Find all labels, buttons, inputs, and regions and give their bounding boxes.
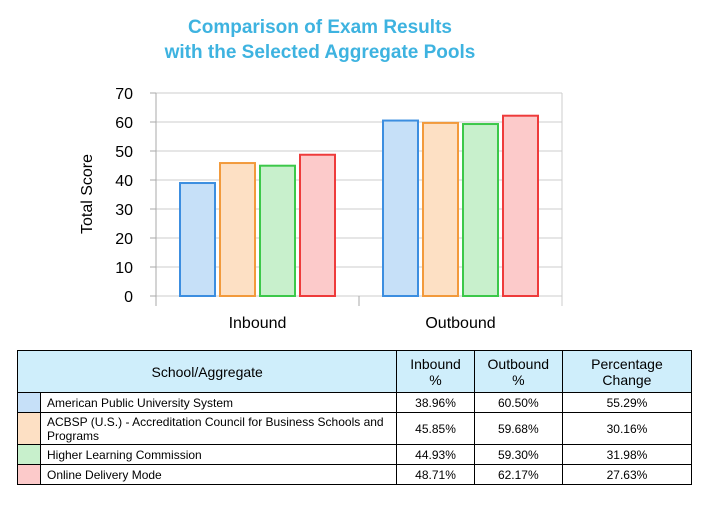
- bar: [422, 121, 459, 298]
- header-inbound: Inbound %: [396, 350, 475, 393]
- chart-title-line-2: with the Selected Aggregate Pools: [164, 42, 476, 63]
- y-axis-label: Total Score: [79, 154, 96, 234]
- table-row: Online Delivery Mode 48.71% 62.17% 27.63…: [17, 464, 693, 485]
- row-name: American Public University System: [39, 392, 398, 413]
- y-tick-label: 20: [115, 231, 133, 248]
- legend-swatch-0: [17, 392, 41, 413]
- y-tick-label: 40: [115, 173, 133, 190]
- bar: [502, 114, 539, 297]
- y-tick-label: 50: [115, 144, 133, 161]
- y-tick-label: 70: [115, 86, 133, 103]
- row-inbound: 45.85%: [396, 412, 475, 445]
- table-header-row: School/Aggregate Inbound % Outbound % Pe…: [16, 350, 693, 393]
- row-change: 27.63%: [561, 464, 693, 485]
- row-inbound: 38.96%: [396, 392, 475, 413]
- row-change: 31.98%: [561, 444, 693, 465]
- bar: [179, 182, 216, 298]
- header-percentage-change: Percentage Change: [561, 350, 693, 393]
- row-change: 30.16%: [561, 412, 693, 445]
- bar: [382, 119, 419, 297]
- row-outbound: 59.68%: [473, 412, 563, 445]
- table-row: Higher Learning Commission 44.93% 59.30%…: [17, 444, 693, 465]
- bar: [462, 123, 499, 297]
- y-tick-label: 10: [115, 260, 133, 277]
- table-row: American Public University System 38.96%…: [17, 392, 693, 413]
- y-tick-label: 0: [124, 289, 133, 306]
- row-name: Higher Learning Commission: [39, 444, 398, 465]
- legend-swatch-1: [17, 412, 41, 445]
- chart-title-line-1: Comparison of Exam Results: [188, 17, 452, 38]
- row-outbound: 59.30%: [473, 444, 563, 465]
- header-outbound: Outbound %: [473, 350, 563, 393]
- row-outbound: 62.17%: [473, 464, 563, 485]
- bar-chart: 0 10 20 30 40 50 60 70 Inbound Outbound Total Scor…: [79, 86, 563, 332]
- bar: [219, 162, 256, 297]
- legend-swatch-2: [17, 444, 41, 465]
- x-tick-label: Inbound: [229, 315, 287, 332]
- y-tick-label: 60: [115, 115, 133, 132]
- table-row: ACBSP (U.S.) - Accreditation Council for…: [17, 412, 693, 445]
- row-inbound: 44.93%: [396, 444, 475, 465]
- row-name: ACBSP (U.S.) - Accreditation Council for…: [39, 412, 398, 445]
- results-table: School/Aggregate Inbound % Outbound % Pe…: [16, 350, 693, 485]
- y-tick-label: 30: [115, 202, 133, 219]
- bar: [299, 153, 336, 297]
- row-outbound: 60.50%: [473, 392, 563, 413]
- chart-title: Comparison of Exam Results with the Sele…: [0, 15, 640, 65]
- row-inbound: 48.71%: [396, 464, 475, 485]
- x-tick-label: Outbound: [425, 315, 495, 332]
- header-school-aggregate: School/Aggregate: [16, 350, 398, 393]
- bar: [259, 164, 296, 297]
- row-name: Online Delivery Mode: [39, 464, 398, 485]
- legend-swatch-3: [17, 464, 41, 485]
- row-change: 55.29%: [561, 392, 693, 413]
